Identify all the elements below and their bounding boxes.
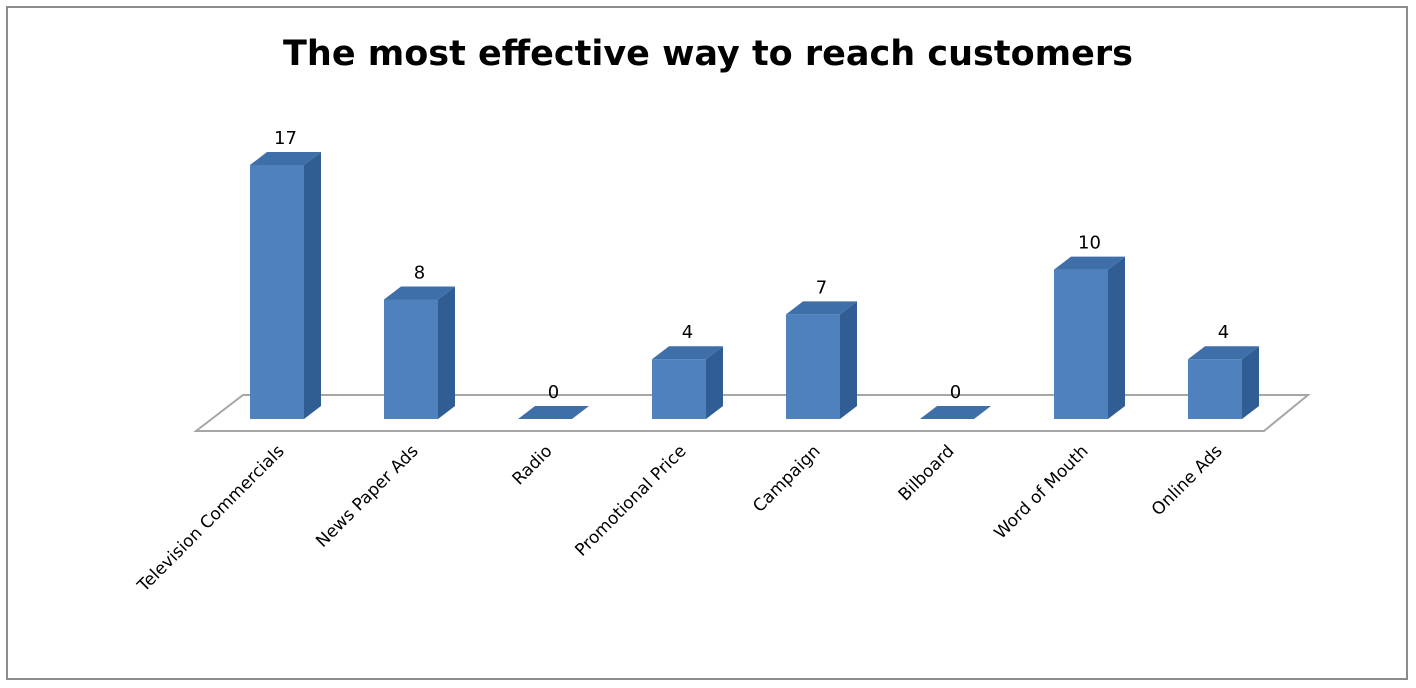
- bar-top-promotional-price: [652, 346, 723, 360]
- bar-word-of-mouth: [1054, 256, 1125, 419]
- bar-front-campaign: [786, 314, 840, 419]
- bar-side-online-ads: [1242, 346, 1259, 419]
- bar-front-television-commercials: [250, 165, 304, 419]
- bar-top-bilboard: [920, 406, 991, 419]
- chart-frame: [6, 6, 1408, 680]
- bar-side-word-of-mouth: [1108, 256, 1125, 419]
- tick-label-radio: Radio: [509, 441, 557, 489]
- bar-radio: [518, 406, 589, 419]
- bar-top-radio: [518, 406, 589, 419]
- data-label-promotional-price: 4: [682, 322, 693, 343]
- bar-news-paper-ads: [384, 286, 455, 419]
- bar-bilboard: [920, 406, 991, 419]
- bar-side-television-commercials: [304, 152, 321, 419]
- bar-front-word-of-mouth: [1054, 269, 1108, 419]
- bar-top-news-paper-ads: [384, 286, 455, 300]
- bar-top-campaign: [786, 301, 857, 315]
- bar-top-online-ads: [1188, 346, 1259, 360]
- data-label-online-ads: 4: [1218, 322, 1229, 343]
- bar-side-campaign: [840, 301, 857, 419]
- bar-side-news-paper-ads: [438, 286, 455, 419]
- data-label-campaign: 7: [816, 277, 827, 298]
- bar-side-promotional-price: [706, 346, 723, 419]
- bar-front-promotional-price: [652, 359, 706, 419]
- data-label-word-of-mouth: 10: [1078, 233, 1101, 254]
- bar-online-ads: [1188, 346, 1259, 419]
- tick-label-bilboard: Bilboard: [895, 441, 959, 505]
- tick-label-television-commercials: Television Commercials: [133, 441, 288, 596]
- bar-campaign: [786, 301, 857, 419]
- bar-front-online-ads: [1188, 359, 1242, 419]
- bar-top-television-commercials: [250, 152, 321, 165]
- chart-floor: [193, 394, 1311, 432]
- data-label-television-commercials: 17: [274, 128, 297, 149]
- bar-promotional-price: [652, 346, 723, 419]
- tick-label-promotional-price: Promotional Price: [571, 441, 690, 560]
- tick-label-campaign: Campaign: [749, 441, 824, 516]
- data-label-radio: 0: [548, 382, 559, 403]
- data-label-bilboard: 0: [950, 382, 961, 403]
- tick-label-word-of-mouth: Word of Mouth: [991, 441, 1093, 543]
- bar-front-news-paper-ads: [384, 299, 438, 419]
- tick-label-online-ads: Online Ads: [1148, 441, 1227, 520]
- bar-top-word-of-mouth: [1054, 256, 1125, 270]
- tick-label-news-paper-ads: News Paper Ads: [312, 441, 422, 551]
- data-label-news-paper-ads: 8: [414, 262, 425, 283]
- chart-title: The most effective way to reach customer…: [283, 34, 1133, 74]
- bar-television-commercials: [250, 152, 321, 419]
